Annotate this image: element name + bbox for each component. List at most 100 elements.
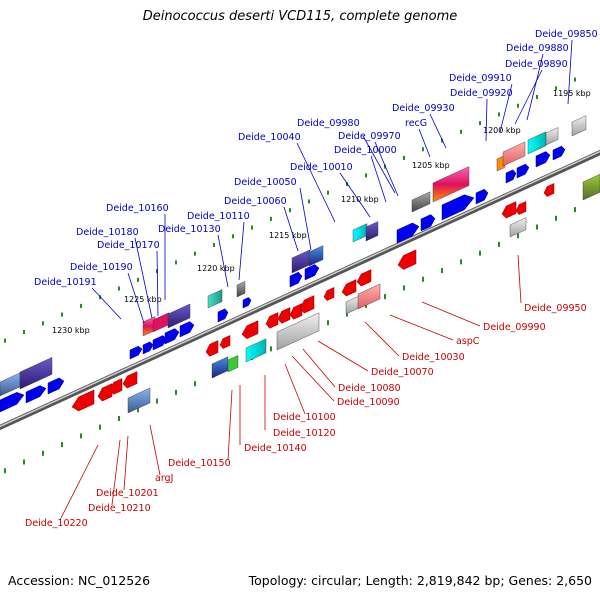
forward-gene-arrow [129, 345, 143, 360]
forward-gene-arrow [396, 222, 420, 244]
gene-box [357, 283, 381, 310]
leader-line [370, 155, 387, 203]
forward-gene-arrow [535, 151, 551, 168]
forward-gene-label[interactable]: recG [405, 118, 427, 129]
forward-gene-label[interactable]: Deide_10170 [97, 240, 160, 251]
leader-line [156, 250, 159, 317]
forward-gene-label[interactable]: Deide_10180 [76, 227, 139, 238]
forward-gene-label[interactable]: Deide_09920 [450, 88, 513, 99]
gene-box [245, 338, 267, 363]
topology-text: Topology: circular; Length: 2,819,842 bp… [248, 573, 592, 588]
forward-gene-arrow [0, 392, 25, 413]
forward-gene-label[interactable]: Deide_10050 [234, 177, 297, 188]
leader-line [364, 321, 400, 357]
reverse-gene-arrow [277, 307, 291, 324]
forward-gene-label[interactable]: Deide_10000 [334, 145, 397, 156]
leader-line [421, 301, 481, 327]
forward-gene-label[interactable]: Deide_10191 [34, 277, 97, 288]
forward-gene-label[interactable]: Deide_10160 [106, 203, 169, 214]
reverse-gene-label[interactable]: Deide_10100 [273, 412, 336, 423]
forward-gene-label[interactable]: Deide_09980 [297, 118, 360, 129]
reverse-gene-label[interactable]: Deide_09990 [483, 322, 546, 333]
reverse-gene-arrow [397, 249, 417, 270]
forward-gene-label[interactable]: Deide_09880 [506, 43, 569, 54]
forward-gene-label[interactable]: Deide_10010 [290, 162, 353, 173]
forward-gene-arrow [552, 145, 566, 161]
reverse-gene-label[interactable]: Deide_10150 [168, 458, 231, 469]
forward-gene-label[interactable]: Deide_09970 [338, 131, 401, 142]
forward-gene-arrow [304, 264, 320, 281]
map-title: Deinococcus deserti VCD115, complete gen… [142, 9, 458, 24]
gene-box [276, 312, 320, 351]
reverse-gene-label[interactable]: Deide_10220 [25, 518, 88, 529]
forward-gene-label[interactable]: Deide_10190 [70, 262, 133, 273]
kbp-label: 1225 kbp [124, 295, 162, 304]
gene-box [571, 115, 587, 137]
kbp-label: 1195 kbp [553, 89, 591, 98]
genome-backbone [0, 149, 600, 431]
genome-backbone-highlight [0, 150, 600, 428]
reverse-gene-label[interactable]: Deide_09950 [524, 303, 587, 314]
kbp-label: 1215 kbp [269, 231, 307, 240]
forward-gene-label[interactable]: Deide_09910 [449, 73, 512, 84]
gene-box [502, 141, 526, 167]
leader-line [134, 237, 153, 319]
reverse-gene-label[interactable]: Deide_10070 [371, 367, 434, 378]
gene-box [411, 191, 431, 213]
leader-line [127, 272, 145, 324]
forward-gene-label[interactable]: Deide_09930 [392, 103, 455, 114]
forward-gene-arrow [420, 214, 436, 232]
reverse-gene-label[interactable]: Deide_10120 [273, 428, 336, 439]
leader-line [296, 142, 336, 223]
leader-line [517, 254, 522, 304]
gene-box [236, 281, 246, 298]
leader-line [339, 172, 371, 218]
gene-box [432, 166, 470, 203]
leader-line [91, 287, 122, 320]
reverse-gene-label[interactable]: Deide_10030 [402, 352, 465, 363]
gene-box [582, 173, 600, 201]
leader-line [284, 363, 306, 415]
reverse-gene-label[interactable]: Deide_10210 [88, 503, 151, 514]
gene-box [167, 303, 191, 329]
forward-gene-label[interactable]: Deide_10040 [238, 132, 301, 143]
kbp-label: 1210 kbp [341, 195, 379, 204]
accession-text: Accession: NC_012526 [8, 573, 151, 588]
leader-line [299, 187, 312, 251]
gene-box [527, 131, 547, 155]
forward-gene-label[interactable]: Deide_10110 [187, 211, 250, 222]
forward-gene-arrow [505, 169, 517, 184]
leader-line [283, 206, 299, 252]
forward-gene-arrow [242, 297, 252, 309]
forward-gene-arrow [142, 341, 154, 355]
reverse-gene-arrow [241, 320, 259, 340]
forward-gene-arrow [516, 163, 530, 179]
leader-line [302, 348, 336, 388]
forward-gene-label[interactable]: Deide_10130 [158, 224, 221, 235]
kbp-label: 1200 kbp [483, 126, 521, 135]
forward-gene-arrow [475, 188, 489, 205]
reverse-gene-label[interactable]: Deide_10140 [244, 443, 307, 454]
reverse-gene-arrow [289, 303, 303, 320]
reverse-gene-label[interactable]: Deide_10201 [96, 488, 159, 499]
forward-gene-arrow [217, 308, 229, 323]
leader-line [111, 439, 121, 506]
leader-line [429, 113, 447, 149]
leader-line [362, 135, 396, 194]
reverse-gene-label[interactable]: Deide_10080 [338, 383, 401, 394]
leader-line [291, 355, 335, 402]
reverse-gene-label[interactable]: Deide_10090 [337, 397, 400, 408]
forward-gene-label[interactable]: Deide_10060 [224, 196, 287, 207]
forward-gene-label[interactable]: Deide_09890 [505, 59, 568, 70]
gene-labels: Deide_09850 Deide_09880 Deide_09890 Deide_0… [25, 29, 598, 529]
forward-gene-arrow [289, 271, 303, 288]
reverse-gene-label[interactable]: argJ [155, 473, 173, 484]
reverse-gene-label[interactable]: aspC [456, 336, 480, 347]
leader-line [418, 128, 431, 158]
forward-gene-label[interactable]: Deide_09850 [535, 29, 598, 40]
reverse-gene-arrow [109, 378, 123, 395]
reverse-gene-arrow [219, 335, 231, 349]
leader-line [227, 389, 233, 461]
reverse-gene-arrow [122, 371, 138, 389]
